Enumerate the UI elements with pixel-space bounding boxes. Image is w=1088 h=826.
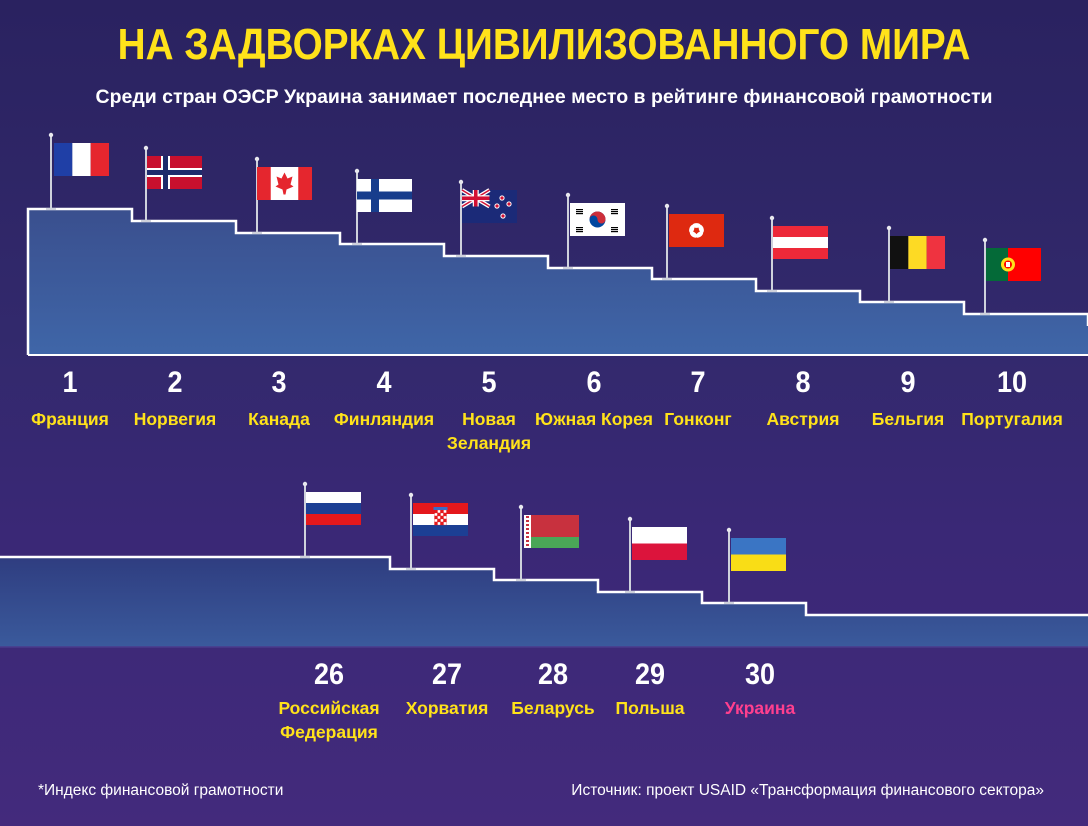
rank-number: 30 [744, 658, 776, 691]
top-stairs-area [28, 209, 1088, 355]
norway-flag-icon [141, 145, 202, 222]
top-stairs-outline [26, 207, 1088, 355]
france-flag-icon [46, 132, 109, 210]
austria-flag-icon [767, 215, 828, 292]
rank-number: 8 [795, 366, 811, 399]
country-label: Хорватия [405, 698, 489, 718]
country-label: Беларусь [511, 698, 595, 718]
rank-number: 27 [431, 658, 463, 691]
rank-number: 10 [996, 366, 1028, 399]
russia-flag-icon [300, 481, 361, 558]
rank-number: 7 [690, 366, 706, 399]
country-label: Украина [724, 698, 796, 718]
country-label: Гонконг [664, 409, 732, 429]
country-label: Канада [248, 409, 310, 429]
rank-number: 3 [271, 366, 287, 399]
country-label: Южная Корея [534, 409, 654, 429]
bottom-stairs-area [0, 557, 1088, 647]
rank-number: 9 [900, 366, 916, 399]
new-zealand-flag-icon [456, 179, 517, 257]
rank-number: 5 [481, 366, 497, 399]
page-title: НА ЗАДВОРКАХ ЦИВИЛИЗОВАННОГО МИРА [117, 20, 971, 69]
finland-flag-icon [352, 168, 412, 245]
country-label: Португалия [961, 409, 1063, 429]
ukraine-flag-icon [724, 527, 786, 604]
country-label: Польша [615, 698, 685, 718]
rank-number: 28 [537, 658, 569, 691]
country-label: Российская Федерация [278, 698, 380, 742]
rank-number: 29 [634, 658, 666, 691]
canada-flag-icon [252, 156, 312, 234]
country-label: Новая Зеландия [446, 409, 532, 453]
hong-kong-flag-icon [662, 203, 724, 280]
page-subtitle: Среди стран ОЭСР Украина занимает послед… [95, 86, 993, 108]
country-label: Бельгия [871, 409, 945, 429]
croatia-flag-icon [406, 492, 468, 570]
rank-number: 26 [313, 658, 345, 691]
portugal-flag-icon [980, 237, 1041, 315]
south-korea-flag-icon [563, 192, 625, 269]
country-label: Австрия [766, 409, 840, 429]
bottom-stairs-outline [0, 555, 1088, 617]
country-label: Норвегия [133, 409, 217, 429]
rank-number: 4 [376, 366, 392, 399]
belarus-flag-icon [516, 504, 579, 581]
poland-flag-icon [625, 516, 687, 593]
footer-note: *Индекс финансовой грамотности [38, 782, 284, 799]
country-label: Финляндия [333, 409, 435, 429]
belgium-flag-icon [884, 225, 945, 303]
footer-source: Источник: проект USAID «Трансформация фи… [571, 782, 1044, 799]
country-label: Франция [31, 409, 109, 429]
rank-number: 1 [62, 366, 78, 399]
rank-number: 2 [167, 366, 183, 399]
rank-number: 6 [586, 366, 602, 399]
